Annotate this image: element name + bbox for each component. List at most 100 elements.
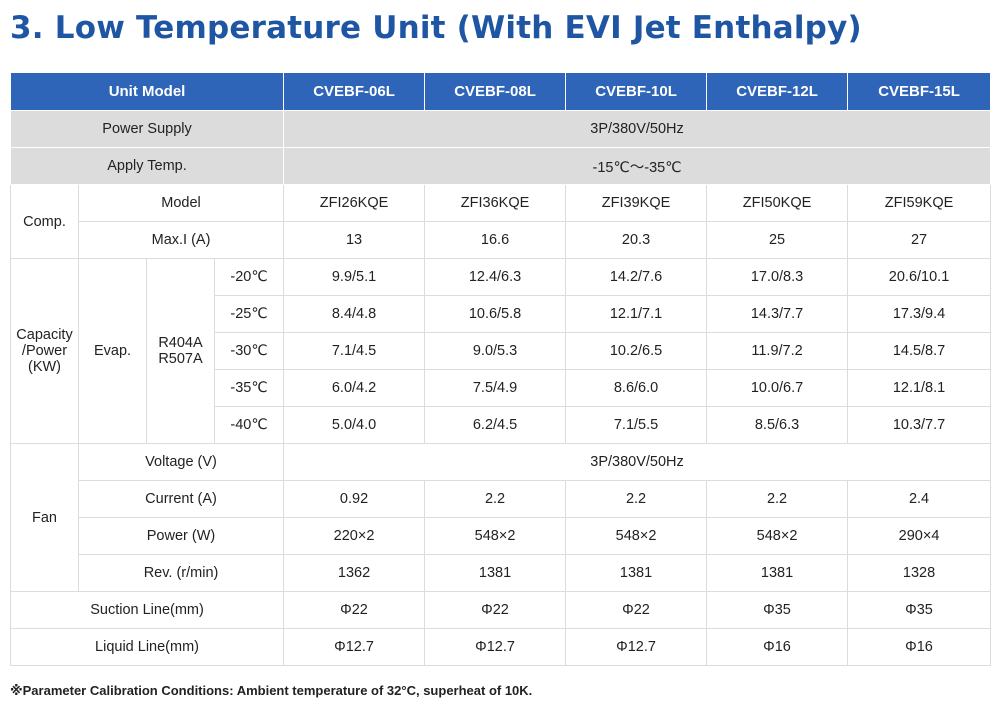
table-cell: 5.0/4.0 — [283, 406, 426, 444]
table-cell: 10.6/5.8 — [424, 295, 567, 333]
fan-voltage-value: 3P/380V/50Hz — [283, 443, 992, 481]
model-header: CVEBF-12L — [706, 72, 849, 111]
table-cell: 13 — [283, 221, 426, 259]
evap-temp-label: -20℃ — [213, 258, 285, 296]
table-cell: Φ16 — [706, 628, 849, 666]
comp-model-label: Model — [77, 184, 285, 222]
table-cell: 6.0/4.2 — [283, 369, 426, 407]
table-cell: 14.2/7.6 — [565, 258, 708, 296]
table-cell: Φ22 — [283, 591, 426, 629]
capacity-label-line: (KW) — [27, 359, 61, 375]
table-cell: 548×2 — [706, 517, 849, 555]
evap-temp-label: -25℃ — [213, 295, 285, 333]
table-cell: ZFI50KQE — [706, 184, 849, 222]
unit-model-header: Unit Model — [9, 72, 285, 111]
table-cell: ZFI26KQE — [283, 184, 426, 222]
table-cell: 1328 — [847, 554, 992, 592]
table-cell: 1381 — [424, 554, 567, 592]
table-cell: Φ12.7 — [283, 628, 426, 666]
header-row: Unit Model CVEBF-06L CVEBF-08L CVEBF-10L… — [9, 72, 992, 111]
table-cell: Φ16 — [847, 628, 992, 666]
capacity-row: -35℃ 6.0/4.2 7.5/4.9 8.6/6.0 10.0/6.7 12… — [11, 369, 992, 407]
table-cell: 6.2/4.5 — [424, 406, 567, 444]
evap-temp-label: -40℃ — [213, 406, 285, 444]
table-cell: ZFI59KQE — [847, 184, 992, 222]
table-cell: 290×4 — [847, 517, 992, 555]
table-cell: 7.1/5.5 — [565, 406, 708, 444]
evap-temp-label: -30℃ — [213, 332, 285, 370]
table-cell: 548×2 — [565, 517, 708, 555]
suction-line-row: Suction Line(mm) Φ22 Φ22 Φ22 Φ35 Φ35 — [9, 591, 992, 629]
table-cell: 20.6/10.1 — [847, 258, 992, 296]
model-header: CVEBF-06L — [283, 72, 426, 111]
fan-current-row: Current (A) 0.92 2.2 2.2 2.2 2.4 — [11, 480, 992, 518]
table-cell: Φ35 — [706, 591, 849, 629]
table-cell: 9.0/5.3 — [424, 332, 567, 370]
fan-voltage-row: Fan Voltage (V) 3P/380V/50Hz — [10, 443, 992, 592]
table-cell: Φ12.7 — [424, 628, 567, 666]
power-supply-value: 3P/380V/50Hz — [283, 110, 992, 148]
apply-temp-row: Apply Temp. -15℃～-35℃ — [9, 147, 992, 185]
capacity-label-line: /Power — [21, 343, 68, 359]
capacity-row: -40℃ 5.0/4.0 6.2/4.5 7.1/5.5 8.5/6.3 10.… — [11, 406, 992, 444]
evap-label: Evap. — [78, 258, 147, 444]
capacity-label-line: Capacity — [16, 327, 73, 343]
table-cell: 2.2 — [424, 480, 567, 518]
comp-label: Comp. — [10, 184, 79, 259]
power-supply-label: Power Supply — [9, 110, 285, 148]
suction-line-label: Suction Line(mm) — [9, 591, 285, 629]
table-cell: 12.1/7.1 — [565, 295, 708, 333]
apply-temp-label: Apply Temp. — [9, 147, 285, 185]
table-cell: 17.0/8.3 — [706, 258, 849, 296]
table-cell: 12.4/6.3 — [424, 258, 567, 296]
table-cell: 548×2 — [424, 517, 567, 555]
table-cell: 27 — [847, 221, 992, 259]
page-title: 3. Low Temperature Unit (With EVI Jet En… — [10, 10, 862, 46]
liquid-line-row: Liquid Line(mm) Φ12.7 Φ12.7 Φ12.7 Φ16 Φ1… — [9, 628, 992, 666]
fan-power-label: Power (W) — [77, 517, 285, 555]
table-cell: 10.0/6.7 — [706, 369, 849, 407]
table-cell: 7.1/4.5 — [283, 332, 426, 370]
table-cell: 17.3/9.4 — [847, 295, 992, 333]
capacity-label: Capacity /Power (KW) — [10, 258, 79, 444]
table-cell: 20.3 — [565, 221, 708, 259]
fan-rev-row: Rev. (r/min) 1362 1381 1381 1381 1328 — [11, 554, 992, 592]
fan-current-label: Current (A) — [77, 480, 285, 518]
refrigerant-label: R404A R507A — [146, 258, 215, 444]
table-cell: 11.9/7.2 — [706, 332, 849, 370]
table-cell: 14.5/8.7 — [847, 332, 992, 370]
capacity-row: Capacity /Power (KW) Evap. R404A R507A -… — [10, 258, 992, 444]
footnote: ※Parameter Calibration Conditions: Ambie… — [10, 683, 533, 698]
table-cell: 9.9/5.1 — [283, 258, 426, 296]
table-cell: 12.1/8.1 — [847, 369, 992, 407]
table-cell: 8.6/6.0 — [565, 369, 708, 407]
table-cell: 1362 — [283, 554, 426, 592]
comp-model-row: Comp. Model ZFI26KQE ZFI36KQE ZFI39KQE Z… — [10, 184, 992, 259]
refrigerant-line: R507A — [158, 351, 203, 367]
table-cell: 2.2 — [565, 480, 708, 518]
table-cell: 8.5/6.3 — [706, 406, 849, 444]
table-cell: Φ22 — [424, 591, 567, 629]
table-cell: 7.5/4.9 — [424, 369, 567, 407]
table-cell: ZFI36KQE — [424, 184, 567, 222]
table-cell: 1381 — [565, 554, 708, 592]
table-cell: ZFI39KQE — [565, 184, 708, 222]
table-cell: 16.6 — [424, 221, 567, 259]
spec-table: Unit Model CVEBF-06L CVEBF-08L CVEBF-10L… — [9, 72, 992, 666]
table-cell: Φ22 — [565, 591, 708, 629]
table-cell: Φ35 — [847, 591, 992, 629]
table-cell: 8.4/4.8 — [283, 295, 426, 333]
table-cell: Φ12.7 — [565, 628, 708, 666]
liquid-line-label: Liquid Line(mm) — [9, 628, 285, 666]
capacity-row: -25℃ 8.4/4.8 10.6/5.8 12.1/7.1 14.3/7.7 … — [11, 295, 992, 333]
refrigerant-line: R404A — [158, 335, 203, 351]
table-cell: 220×2 — [283, 517, 426, 555]
model-header: CVEBF-15L — [847, 72, 992, 111]
model-header: CVEBF-10L — [565, 72, 708, 111]
table-cell: 1381 — [706, 554, 849, 592]
apply-temp-value: -15℃～-35℃ — [283, 147, 992, 185]
fan-rev-label: Rev. (r/min) — [77, 554, 285, 592]
model-header: CVEBF-08L — [424, 72, 567, 111]
table-cell: 25 — [706, 221, 849, 259]
fan-power-row: Power (W) 220×2 548×2 548×2 548×2 290×4 — [11, 517, 992, 555]
